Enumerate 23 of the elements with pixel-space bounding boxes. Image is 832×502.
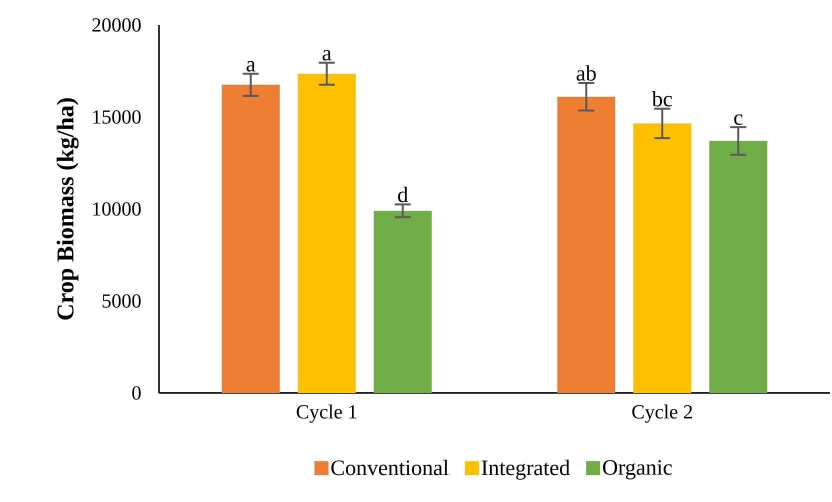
bar (709, 140, 768, 393)
annotation: c (734, 114, 742, 125)
x-tick-label: Cycle 1 (296, 404, 356, 423)
y-tick-label: 5000 (102, 294, 141, 308)
bar (222, 84, 280, 393)
annotation: d (398, 186, 408, 202)
annotation: ab (576, 65, 596, 81)
legend-label: Integrated (482, 460, 570, 480)
y-tick-label: 15000 (93, 110, 141, 124)
annotation: a (322, 50, 332, 61)
legend-label: Organic (603, 460, 672, 480)
y-tick-label: 0 (132, 386, 141, 400)
x-tick-label: Cycle 2 (632, 404, 692, 423)
annotation: a (246, 61, 256, 72)
y-tick-label: 10000 (93, 202, 141, 216)
y-tick-label: 20000 (92, 18, 141, 32)
bar (298, 74, 356, 393)
y-axis-title: Crop Biomass (kg/ha) (56, 98, 79, 320)
bar (557, 96, 616, 393)
annotation: bc (652, 91, 672, 107)
legend-label: Conventional (331, 460, 449, 476)
bar (633, 123, 692, 393)
bar (374, 210, 432, 393)
